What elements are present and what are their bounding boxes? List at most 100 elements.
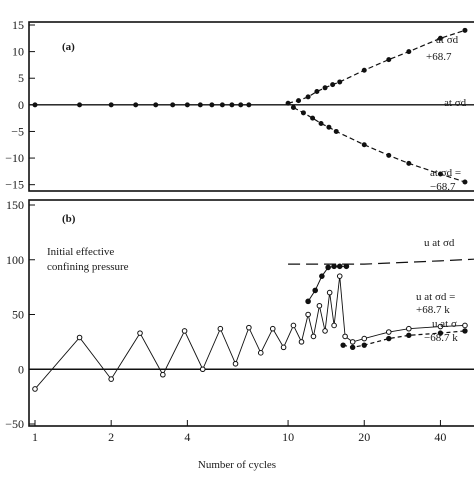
a-series-1-point bbox=[361, 67, 367, 73]
b-series-3-point bbox=[349, 344, 356, 351]
ann-b-mid-line1: u at σd = bbox=[416, 291, 455, 303]
a-series-2-point bbox=[318, 120, 324, 126]
b-series-1-point bbox=[217, 325, 224, 332]
panel-b-label: (b) bbox=[62, 213, 76, 225]
b-series-2-point bbox=[331, 263, 337, 270]
ann-a-lower-line2: −68.7 bbox=[430, 181, 456, 193]
a-series-0-point bbox=[197, 102, 203, 108]
panel-b: (b) 150 100 50 0 −50 1 2 4 10 20 40 Initial effec… bbox=[5, 198, 474, 471]
a-y-tick-label: 0 bbox=[18, 98, 24, 112]
b-series-1-point bbox=[280, 344, 287, 351]
a-series-1-point bbox=[285, 100, 291, 106]
b-series-1-point bbox=[160, 371, 166, 378]
a-y-tick-label: 15 bbox=[12, 18, 24, 32]
b-series-1-point bbox=[462, 322, 468, 329]
b-series-1-point bbox=[305, 311, 311, 318]
b-series-1-point bbox=[290, 322, 297, 329]
panel-b-x-ticks: 1 2 4 10 20 40 bbox=[32, 420, 446, 444]
b-x-tick-label: 1 bbox=[32, 430, 38, 444]
panel-b-annotation-lower: u at σ −68.7 k bbox=[424, 318, 458, 344]
a-series-0-point bbox=[184, 102, 190, 108]
panel-b-annotation-initial: Initial effective confining pressure bbox=[47, 246, 129, 273]
a-series-2-point bbox=[386, 152, 392, 158]
a-y-tick-label: −10 bbox=[5, 151, 24, 165]
panel-a-annotation-upper: at σd +68.7 bbox=[426, 34, 459, 63]
b-series-1-point bbox=[331, 322, 337, 329]
x-axis-label: Number of cycles bbox=[198, 459, 276, 471]
b-series-1-point bbox=[232, 360, 239, 367]
panel-a-annotation-lower: at σd = −68.7 bbox=[430, 167, 461, 193]
panel-a-frame bbox=[28, 21, 474, 192]
a-series-2-point bbox=[333, 128, 339, 134]
panel-a: (a) 15 10 5 0 −5 −10 −15 at σd +68.7 at σd at … bbox=[5, 18, 474, 193]
b-y-tick-label: 100 bbox=[6, 253, 24, 267]
panel-a-y-ticks: 15 10 5 0 −5 −10 −15 bbox=[5, 18, 35, 192]
ann-a-lower-line1: at σd = bbox=[430, 167, 461, 179]
b-series-1-point bbox=[269, 325, 276, 332]
b-series-1-line bbox=[34, 276, 465, 390]
b-series-1-point bbox=[349, 339, 356, 345]
b-series-2-point bbox=[319, 273, 325, 279]
a-series-2-point bbox=[406, 160, 412, 166]
a-series-1-point bbox=[314, 89, 320, 95]
a-series-0-point bbox=[170, 102, 176, 108]
panel-b-annotation-mid: u at σd = +68.7 k bbox=[416, 291, 455, 316]
b-series-1-point bbox=[76, 334, 83, 341]
a-series-2-point bbox=[462, 179, 468, 185]
b-series-3-point bbox=[386, 335, 392, 342]
b-series-1-point bbox=[361, 335, 368, 342]
b-series-3-point bbox=[361, 342, 367, 348]
a-series-1-point bbox=[406, 49, 412, 55]
a-series-2-point bbox=[300, 110, 306, 116]
b-series-2-point bbox=[305, 298, 311, 305]
b-series-1-point bbox=[316, 302, 323, 309]
b-series-2-point bbox=[336, 263, 343, 270]
b-series-1-point bbox=[437, 323, 444, 330]
b-series-1-point bbox=[322, 328, 328, 334]
a-series-0-point bbox=[219, 102, 225, 108]
a-series-0-point bbox=[238, 102, 244, 108]
b-series-1-point bbox=[246, 324, 252, 331]
b-series-1-point bbox=[385, 329, 392, 335]
a-y-tick-label: 5 bbox=[18, 71, 24, 85]
b-series-1-point bbox=[298, 339, 305, 345]
ann-b-mid-line2: +68.7 k bbox=[416, 304, 450, 316]
b-series-1-point bbox=[310, 333, 317, 340]
b-series-1-point bbox=[181, 328, 188, 334]
a-series-0-point bbox=[246, 102, 252, 108]
a-series-1-point bbox=[337, 79, 343, 85]
b-series-3-point bbox=[462, 328, 468, 334]
ann-b-lower-line1: u at σ bbox=[432, 318, 457, 330]
a-y-tick-label: −15 bbox=[5, 178, 24, 192]
b-x-tick-label: 40 bbox=[434, 430, 446, 444]
a-series-1-point bbox=[386, 57, 392, 63]
b-y-tick-label: 0 bbox=[18, 362, 24, 376]
a-series-1-point bbox=[437, 35, 443, 41]
b-series-1-point bbox=[32, 386, 38, 392]
b-y-tick-label: 150 bbox=[6, 198, 24, 212]
ann-b-initial-line2: confining pressure bbox=[47, 261, 129, 273]
b-series-1-point bbox=[199, 366, 206, 373]
panel-a-marks bbox=[29, 27, 474, 185]
b-series-0-line bbox=[288, 258, 474, 265]
panel-b-y-ticks: 150 100 50 0 −50 bbox=[5, 198, 35, 431]
a-series-1-point bbox=[462, 27, 468, 33]
b-x-tick-label: 10 bbox=[282, 430, 294, 444]
b-series-2-point bbox=[312, 287, 319, 294]
b-series-1-point bbox=[336, 273, 343, 279]
a-series-1-point bbox=[330, 82, 336, 88]
ann-b-lower-line2: −68.7 k bbox=[424, 332, 458, 344]
b-series-1-point bbox=[257, 350, 264, 356]
a-series-1-point bbox=[296, 98, 302, 104]
b-x-tick-label: 20 bbox=[358, 430, 370, 444]
a-series-2-point bbox=[361, 142, 367, 148]
b-series-1-point bbox=[137, 330, 143, 336]
a-y-tick-label: 10 bbox=[12, 45, 24, 59]
ann-b-initial-line1: Initial effective bbox=[47, 246, 114, 258]
a-series-2-point bbox=[437, 171, 443, 177]
a-series-2-point bbox=[326, 124, 332, 130]
panel-b-marks bbox=[29, 258, 474, 392]
b-series-2-point bbox=[325, 264, 331, 271]
